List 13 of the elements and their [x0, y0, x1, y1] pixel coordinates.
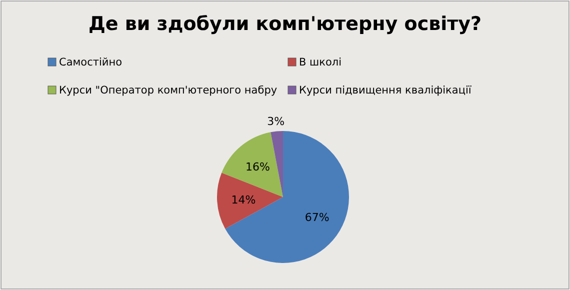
data-label: 67% [304, 211, 330, 224]
pie-slice [217, 172, 283, 229]
legend-label: В школі [299, 56, 342, 69]
chart-title: Де ви здобули комп'ютерну освіту? [88, 13, 482, 35]
pie-slice [225, 131, 349, 263]
legend-label: Курси підвищення кваліфікації [299, 84, 472, 97]
data-label: 14% [231, 193, 256, 206]
pie-slice [222, 132, 283, 197]
pie-slice [270, 131, 283, 197]
data-label: 3% [267, 115, 285, 128]
data-label: 16% [246, 160, 270, 174]
legend-label: Самостійно [59, 56, 122, 69]
legend-label: Курси "Оператор комп'ютерного набру [59, 84, 278, 97]
